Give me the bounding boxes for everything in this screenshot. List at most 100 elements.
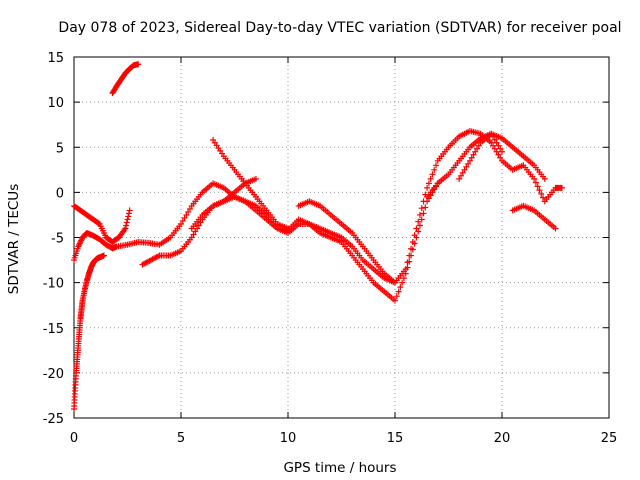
data-point xyxy=(463,163,470,170)
data-point xyxy=(406,258,413,265)
y-tick-label: -20 xyxy=(43,367,64,382)
data-point xyxy=(536,187,543,194)
data-point xyxy=(457,172,464,179)
data-point xyxy=(123,222,130,229)
data-point xyxy=(402,270,409,277)
data-point xyxy=(459,169,466,176)
data-point xyxy=(409,246,416,253)
series-arc-10 xyxy=(456,130,505,182)
data-point xyxy=(95,220,102,227)
y-tick-label: -15 xyxy=(43,322,64,337)
x-tick-label: 5 xyxy=(177,431,185,446)
data-point xyxy=(433,162,440,169)
series-arc-7 xyxy=(188,175,259,232)
data-point xyxy=(541,175,548,182)
data-point xyxy=(395,288,402,295)
data-point xyxy=(493,139,500,146)
data-point xyxy=(399,279,406,286)
x-tick-label: 15 xyxy=(387,431,404,446)
data-point xyxy=(534,183,541,190)
data-point xyxy=(425,180,432,187)
data-point xyxy=(400,275,407,282)
data-points xyxy=(71,61,565,412)
data-point xyxy=(123,219,130,226)
x-tick-label: 10 xyxy=(280,431,297,446)
data-point xyxy=(195,222,202,229)
data-point xyxy=(531,175,538,182)
x-tick-label: 20 xyxy=(494,431,511,446)
data-point xyxy=(252,175,259,182)
data-point xyxy=(181,214,188,221)
y-tick-label: 15 xyxy=(47,51,64,66)
y-tick-label: 5 xyxy=(56,141,64,156)
data-point xyxy=(397,284,404,291)
data-point xyxy=(183,211,190,218)
data-point xyxy=(427,175,434,182)
data-point xyxy=(100,252,107,259)
data-point xyxy=(488,139,495,146)
data-point xyxy=(393,293,400,300)
y-axis-label: SDTVAR / TECUs xyxy=(6,184,22,294)
data-point xyxy=(499,148,505,155)
data-point xyxy=(475,142,482,149)
data-point xyxy=(124,216,131,223)
y-tick-label: -10 xyxy=(43,277,64,292)
data-point xyxy=(135,61,142,68)
data-point xyxy=(532,179,539,186)
data-point xyxy=(178,220,184,227)
data-point xyxy=(474,145,481,152)
data-point xyxy=(185,208,192,215)
series-arc-11 xyxy=(509,202,559,232)
data-point xyxy=(431,166,438,173)
data-point xyxy=(197,219,204,226)
data-point xyxy=(488,130,495,137)
y-tick-label: 10 xyxy=(47,96,64,111)
data-point xyxy=(552,225,559,232)
data-point xyxy=(540,194,547,201)
data-point xyxy=(424,184,431,191)
data-point xyxy=(490,142,497,149)
data-point xyxy=(472,148,479,155)
data-point xyxy=(392,279,398,286)
data-point xyxy=(497,145,504,152)
data-point xyxy=(416,222,423,229)
data-point xyxy=(429,171,436,178)
data-point xyxy=(125,210,132,217)
data-point xyxy=(490,133,497,140)
x-tick-label: 0 xyxy=(70,431,78,446)
data-point xyxy=(491,136,498,143)
y-tick-label: -5 xyxy=(51,232,64,247)
data-point xyxy=(420,210,427,217)
data-point xyxy=(465,160,472,167)
series-arc-9 xyxy=(424,130,548,200)
data-point xyxy=(415,218,422,225)
data-point xyxy=(190,231,197,238)
data-point xyxy=(179,217,186,224)
data-point xyxy=(125,213,132,220)
data-point xyxy=(418,205,425,212)
data-point xyxy=(413,234,420,241)
series-arc-4 xyxy=(71,202,133,246)
data-point xyxy=(392,297,398,304)
data-point xyxy=(495,142,502,149)
data-point xyxy=(122,225,129,232)
data-point xyxy=(558,184,565,191)
series-arc-1 xyxy=(71,252,107,412)
data-point xyxy=(411,240,418,247)
x-axis-label: GPS time / hours xyxy=(283,460,396,476)
data-point xyxy=(188,234,195,241)
data-point xyxy=(466,157,473,164)
data-point xyxy=(186,205,193,212)
series-arc-5 xyxy=(139,180,441,304)
data-point xyxy=(497,154,504,161)
data-point xyxy=(285,225,291,232)
data-point xyxy=(416,211,423,218)
data-point xyxy=(413,225,420,232)
data-point xyxy=(468,154,475,161)
chart-title: Day 078 of 2023, Sidereal Day-to-day VTE… xyxy=(58,20,621,36)
series-arc-8 xyxy=(295,198,398,286)
x-tick-label: 25 xyxy=(601,431,618,446)
data-point xyxy=(495,151,502,158)
data-point xyxy=(194,225,201,232)
data-point xyxy=(493,148,500,155)
